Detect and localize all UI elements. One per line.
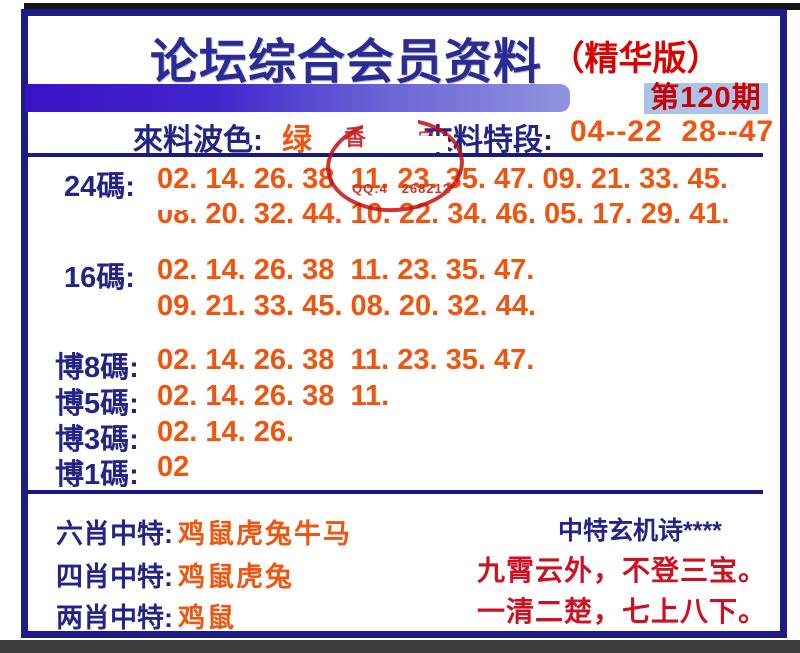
stamp-qq-text: QQ:4 268212 <box>352 181 451 196</box>
code-row-label-bo8: 博8碼: <box>55 352 139 384</box>
code-row-16-line2: 09. 21. 33. 45. 08. 20. 32. 44. <box>157 290 536 322</box>
censor-patch <box>363 112 418 136</box>
zodiac-row-value-four: 鸡鼠虎兔 <box>178 562 294 592</box>
bottom-border-strip <box>0 640 800 653</box>
page-title-suffix: （精华版） <box>550 40 721 78</box>
poem-line-2: 一清二楚，七上八下。 <box>477 596 768 627</box>
censor-patch <box>152 196 194 210</box>
page-title: 论坛综合会员资料 <box>150 36 543 89</box>
stamp-character-left: 香 <box>344 125 367 150</box>
censor-patch <box>398 136 448 152</box>
divider-bottom <box>25 490 763 494</box>
code-row-bo5-line1: 02. 14. 26. 38 11. <box>157 380 390 412</box>
zodiac-row-label-two: 两肖中特: <box>56 603 173 633</box>
code-row-24-line2: 08. 20. 32. 44. 10. 22. 34. 46. 05. 17. … <box>157 198 730 230</box>
wave-color-value: 绿 <box>282 124 313 157</box>
zodiac-row-value-six: 鸡鼠虎兔牛马 <box>178 519 352 549</box>
zodiac-row-label-four: 四肖中特: <box>56 562 173 592</box>
wave-color-label: 來料波色: <box>133 124 263 157</box>
code-row-24-line1: 02. 14. 26. 38 11. 23. 35. 47. 09. 21. 3… <box>157 163 728 195</box>
code-row-label-bo5: 博5碼: <box>55 388 139 420</box>
code-row-label-bo3: 博3碼: <box>55 424 139 456</box>
zodiac-row-value-two: 鸡鼠 <box>178 603 236 633</box>
poem-line-1: 九霄云外，不登三宝。 <box>477 555 768 586</box>
code-row-label-16: 16碼: <box>64 262 135 294</box>
code-row-label-bo1: 博1碼: <box>55 459 139 491</box>
code-row-bo1-line1: 02 <box>157 451 190 483</box>
segment-value: 04--22 28--47 <box>570 115 775 148</box>
header: 论坛综合会员资料 （精华版） <box>150 22 780 92</box>
code-row-bo3-line1: 02. 14. 26. <box>157 416 295 448</box>
poem-title: 中特玄机诗**** <box>558 517 722 545</box>
code-row-16-line1: 02. 14. 26. 38 11. 23. 35. 47. <box>157 254 535 286</box>
top-border-strip <box>24 3 800 10</box>
issue-number-badge: 第120期 <box>644 83 768 114</box>
code-row-label-24: 24碼: <box>64 171 135 203</box>
divider-top <box>25 153 763 157</box>
code-row-bo8-line1: 02. 14. 26. 38 11. 23. 35. 47. <box>157 344 535 376</box>
zodiac-row-label-six: 六肖中特: <box>56 519 173 549</box>
decorative-gradient-bar <box>25 84 570 112</box>
